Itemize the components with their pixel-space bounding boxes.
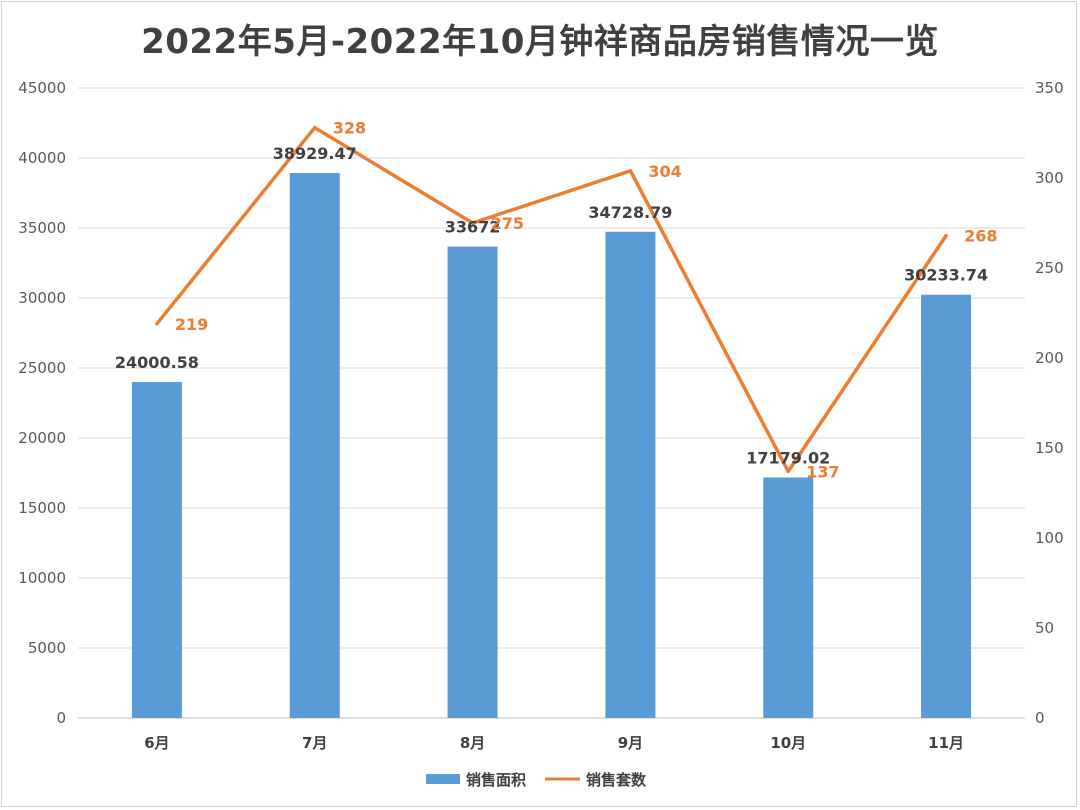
bar-data-labels: 24000.58 38929.47 33672 34728.79 17179.02 302… bbox=[115, 144, 988, 468]
category-axis-labels: 6月 7月 8月 9月 10月 11月 bbox=[144, 734, 964, 752]
category-label: 7月 bbox=[302, 734, 327, 752]
right-axis-tick: 100 bbox=[1035, 529, 1064, 547]
line-data-labels: 219 328 275 304 137 268 bbox=[175, 119, 998, 482]
line-data-label: 219 bbox=[175, 315, 208, 334]
bar bbox=[605, 231, 656, 718]
left-axis-tick: 10000 bbox=[18, 569, 66, 587]
legend-swatch-bar bbox=[426, 774, 460, 784]
legend: 销售面积 销售套数 bbox=[426, 771, 647, 789]
right-axis-tick: 300 bbox=[1035, 169, 1064, 187]
bar-data-label: 30233.74 bbox=[904, 266, 988, 285]
bar bbox=[289, 172, 340, 718]
line-path bbox=[155, 125, 948, 474]
bar-data-label: 38929.47 bbox=[273, 144, 357, 163]
right-axis-tick: 0 bbox=[1035, 709, 1045, 727]
line-data-label: 328 bbox=[333, 119, 366, 138]
line-data-label: 268 bbox=[964, 227, 997, 246]
bar-data-label: 24000.58 bbox=[115, 353, 199, 372]
gridlines bbox=[78, 87, 1025, 719]
legend-label-line: 销售套数 bbox=[586, 771, 647, 789]
left-axis-tick: 0 bbox=[56, 709, 66, 727]
bar bbox=[131, 381, 182, 718]
line-data-label: 304 bbox=[648, 162, 681, 181]
right-axis-ticks: 0 50 100 150 200 250 300 350 bbox=[1035, 79, 1064, 727]
category-label: 6月 bbox=[144, 734, 169, 752]
right-axis-tick: 200 bbox=[1035, 349, 1064, 367]
line-data-label: 137 bbox=[806, 462, 839, 481]
left-axis-tick: 30000 bbox=[18, 289, 66, 307]
right-axis-tick: 250 bbox=[1035, 259, 1064, 277]
left-axis-tick: 15000 bbox=[18, 499, 66, 517]
right-axis-tick: 50 bbox=[1035, 619, 1054, 637]
left-axis-tick: 35000 bbox=[18, 219, 66, 237]
category-label: 11月 bbox=[928, 734, 964, 752]
left-axis-tick: 5000 bbox=[28, 639, 66, 657]
bar bbox=[921, 294, 972, 718]
category-label: 8月 bbox=[460, 734, 485, 752]
left-axis-tick: 45000 bbox=[18, 79, 66, 97]
line-data-label: 275 bbox=[491, 214, 524, 233]
right-axis-tick: 150 bbox=[1035, 439, 1064, 457]
left-axis-ticks: 0 5000 10000 15000 20000 25000 30000 35000 40000… bbox=[18, 79, 66, 727]
line-series bbox=[155, 125, 948, 474]
chart-title: 2022年5月-2022年10月钟祥商品房销售情况一览 bbox=[141, 22, 939, 62]
bar bbox=[447, 246, 498, 719]
left-axis-tick: 25000 bbox=[18, 359, 66, 377]
bar-data-label: 33672 bbox=[445, 218, 501, 237]
bar-series bbox=[131, 172, 972, 719]
bar bbox=[763, 477, 814, 718]
left-axis-tick: 20000 bbox=[18, 429, 66, 447]
left-axis-tick: 40000 bbox=[18, 149, 66, 167]
right-axis-tick: 350 bbox=[1035, 79, 1064, 97]
bar-data-label: 34728.79 bbox=[588, 203, 672, 222]
category-label: 9月 bbox=[618, 734, 643, 752]
legend-label-bar: 销售面积 bbox=[466, 771, 526, 789]
bar-data-label: 17179.02 bbox=[746, 448, 830, 467]
category-label: 10月 bbox=[770, 734, 806, 752]
